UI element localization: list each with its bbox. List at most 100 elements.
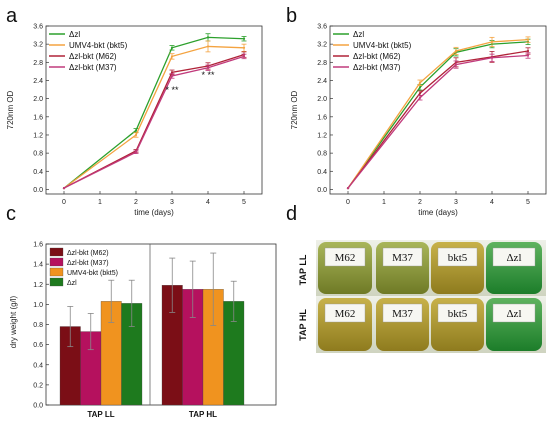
y-tick-label: 1.2 — [317, 132, 327, 139]
legend-label: Δzl — [353, 30, 364, 39]
x-tick-label: 2 — [418, 199, 422, 206]
series-line-1 — [347, 38, 529, 189]
chart-b-ylabel: 720nm OD — [290, 90, 299, 129]
data-point — [170, 74, 174, 78]
y-tick-label: 3.2 — [33, 42, 43, 49]
y-tick-label: 1.6 — [317, 114, 327, 121]
legend-label: Δzl — [67, 280, 77, 287]
x-tick-label: 5 — [526, 199, 530, 206]
data-point — [134, 129, 138, 132]
y-tick-label: 1.6 — [33, 242, 43, 249]
data-point — [490, 56, 494, 59]
flask-label-sticker — [492, 303, 536, 323]
x-tick-label: 0 — [346, 199, 350, 206]
data-point — [170, 55, 174, 58]
y-tick-label: 3.6 — [33, 24, 43, 31]
data-point — [454, 63, 458, 66]
chart-c-ylabel: dry weight (g/l) — [9, 295, 18, 348]
flask-label-sticker — [382, 247, 423, 267]
data-point — [206, 45, 210, 48]
y-tick-label: 0.4 — [317, 169, 327, 176]
legend-label: Δzl-bkt (M62) — [67, 250, 109, 257]
y-tick-label: 2.0 — [317, 96, 327, 103]
flask-label: bkt5 — [448, 252, 468, 264]
y-tick-label: 0.0 — [317, 187, 327, 194]
significance-annotation: * ** — [201, 70, 215, 80]
data-point — [526, 49, 530, 53]
panel-letter-b: b — [286, 5, 297, 27]
x-tick-label: 4 — [206, 199, 210, 206]
photo-row-label-hl: TAP HL — [298, 309, 308, 341]
data-point — [242, 55, 246, 58]
flask-label-sticker — [324, 247, 366, 267]
y-tick-label: 2.8 — [33, 60, 43, 67]
legend-swatch — [49, 257, 64, 267]
panel-letter-c: c — [6, 203, 16, 225]
chart-a: 0.0 0.4 0.8 1.2 1.6 2.0 2.4 2.8 3.2 3.6 0 1 2 3 4 5 * **… — [6, 24, 263, 217]
y-tick-label: 0.4 — [33, 169, 43, 176]
data-point — [242, 37, 246, 40]
y-tick-label: 0.0 — [33, 187, 43, 194]
x-tick-label: 4 — [490, 199, 494, 206]
flask-label: Δzl — [506, 252, 521, 264]
flask-label: bkt5 — [448, 308, 468, 320]
data-point — [170, 46, 174, 49]
legend-label: Δzl — [69, 30, 80, 39]
y-tick-label: 1.2 — [33, 282, 43, 289]
data-point — [418, 81, 422, 84]
legend-label: Δzl-bkt (M37) — [353, 63, 401, 72]
chart-a-xlabel: time (days) — [134, 208, 174, 217]
x-tick-label: 2 — [134, 199, 138, 206]
data-point — [418, 86, 422, 89]
y-tick-label: 0.8 — [317, 151, 327, 158]
legend-label: UMV4-bkt (bkt5) — [67, 270, 118, 277]
x-tick-label: 3 — [454, 199, 458, 206]
y-tick-label: 2.4 — [33, 78, 43, 85]
x-tick-label: 0 — [62, 199, 66, 206]
data-point — [490, 40, 494, 43]
legend-label: Δzl-bkt (M37) — [67, 260, 109, 267]
legend-swatch — [49, 247, 64, 257]
flask-label: M37 — [392, 252, 413, 264]
x-tick-label: 3 — [170, 199, 174, 206]
chart-b-frame — [329, 25, 547, 195]
y-tick-label: 1.2 — [33, 132, 43, 139]
data-point — [170, 71, 174, 74]
photo-row-label-ll: TAP LL — [298, 254, 308, 285]
data-point — [134, 151, 138, 154]
photo-row-tap-hl: M62 M37 bkt5 Δzl — [316, 296, 546, 353]
chart-a-ylabel: 720nm OD — [6, 90, 15, 129]
y-tick-label: 1.6 — [33, 114, 43, 121]
x-tick-label: 5 — [242, 199, 246, 206]
y-tick-label: 3.6 — [317, 24, 327, 31]
panel-letter-a: a — [6, 5, 18, 27]
data-point — [206, 36, 210, 39]
y-tick-label: 0.8 — [33, 322, 43, 329]
y-tick-label: 0.6 — [33, 342, 43, 349]
y-tick-label: 1.4 — [33, 262, 43, 269]
flask-label-sticker — [382, 303, 423, 323]
y-tick-label: 0.2 — [33, 382, 43, 389]
legend-label: Δzl-bkt (M62) — [69, 52, 117, 61]
x-tick-label: 1 — [382, 199, 386, 206]
flask-label: Δzl — [506, 308, 521, 320]
data-point — [242, 46, 246, 49]
significance-annotation: * ** — [165, 85, 179, 95]
flask-label: M37 — [392, 308, 413, 320]
category-label: TAP HL — [189, 410, 217, 419]
legend-label: UMV4-bkt (bkt5) — [69, 41, 128, 50]
flask-label-sticker — [324, 303, 366, 323]
y-tick-label: 1.0 — [33, 302, 43, 309]
flask-label: M62 — [335, 308, 356, 320]
legend-swatch — [49, 277, 64, 287]
y-tick-label: 3.2 — [317, 42, 327, 49]
y-tick-label: 0.0 — [33, 403, 43, 410]
legend-swatch — [49, 267, 64, 277]
data-point — [134, 133, 138, 137]
y-tick-label: 2.8 — [317, 60, 327, 67]
legend-label: UMV4-bkt (bkt5) — [353, 41, 412, 50]
y-tick-label: 2.0 — [33, 96, 43, 103]
data-point — [206, 66, 210, 69]
